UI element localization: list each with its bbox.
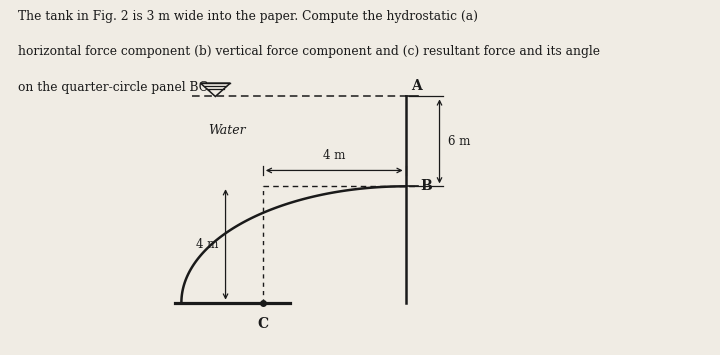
Text: horizontal force component (b) vertical force component and (c) resultant force : horizontal force component (b) vertical … [19, 45, 600, 59]
Text: 4 m: 4 m [197, 238, 219, 251]
Text: A: A [411, 79, 422, 93]
Text: C: C [257, 317, 269, 331]
Text: 4 m: 4 m [323, 149, 346, 162]
Text: Water: Water [209, 124, 246, 137]
Text: B: B [420, 179, 432, 193]
Text: 6 m: 6 m [448, 135, 470, 148]
Text: The tank in Fig. 2 is 3 m wide into the paper. Compute the hydrostatic (a): The tank in Fig. 2 is 3 m wide into the … [19, 10, 478, 23]
Text: on the quarter-circle panel BC.: on the quarter-circle panel BC. [19, 81, 212, 94]
